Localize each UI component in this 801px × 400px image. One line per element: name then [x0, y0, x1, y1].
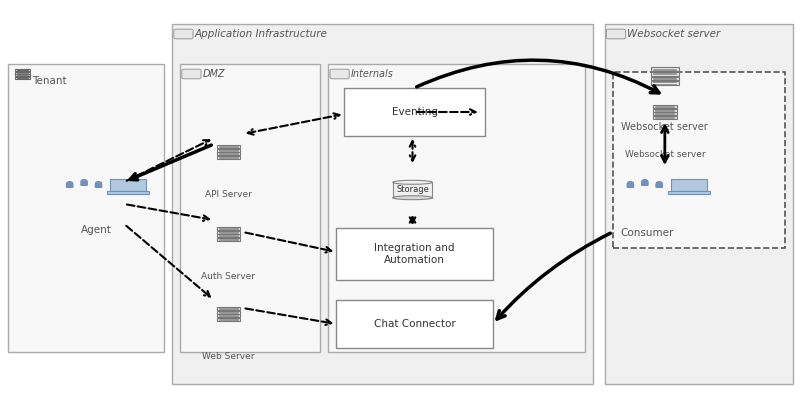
Text: Integration and
Automation: Integration and Automation — [374, 243, 455, 265]
Text: Websocket server: Websocket server — [627, 29, 720, 39]
Ellipse shape — [392, 180, 433, 184]
Text: Agent: Agent — [81, 225, 111, 235]
FancyBboxPatch shape — [80, 181, 88, 186]
FancyBboxPatch shape — [650, 76, 678, 80]
FancyBboxPatch shape — [653, 105, 677, 108]
FancyBboxPatch shape — [336, 300, 493, 348]
FancyBboxPatch shape — [8, 64, 164, 352]
FancyBboxPatch shape — [336, 228, 493, 280]
FancyBboxPatch shape — [182, 69, 201, 79]
Text: Internals: Internals — [351, 69, 394, 79]
FancyBboxPatch shape — [216, 227, 240, 230]
FancyBboxPatch shape — [110, 179, 147, 191]
FancyBboxPatch shape — [330, 69, 349, 79]
FancyBboxPatch shape — [107, 192, 150, 194]
FancyBboxPatch shape — [216, 310, 240, 314]
FancyBboxPatch shape — [66, 183, 74, 188]
FancyBboxPatch shape — [14, 74, 30, 76]
FancyBboxPatch shape — [328, 64, 585, 352]
Text: Chat Connector: Chat Connector — [373, 319, 456, 329]
Circle shape — [627, 182, 634, 185]
FancyBboxPatch shape — [180, 64, 320, 352]
FancyBboxPatch shape — [216, 307, 240, 310]
Text: Eventing: Eventing — [392, 107, 437, 117]
FancyBboxPatch shape — [216, 152, 240, 156]
FancyBboxPatch shape — [650, 72, 678, 76]
Ellipse shape — [392, 196, 433, 200]
Circle shape — [81, 180, 87, 183]
FancyBboxPatch shape — [14, 69, 30, 71]
FancyBboxPatch shape — [216, 234, 240, 238]
Circle shape — [656, 182, 662, 185]
FancyBboxPatch shape — [216, 314, 240, 318]
FancyBboxPatch shape — [650, 67, 678, 71]
Text: API Server: API Server — [205, 190, 252, 199]
FancyBboxPatch shape — [641, 181, 649, 186]
FancyBboxPatch shape — [653, 116, 677, 119]
FancyBboxPatch shape — [344, 88, 485, 136]
Text: Auth Server: Auth Server — [201, 272, 256, 281]
Text: Consumer: Consumer — [621, 228, 674, 238]
FancyBboxPatch shape — [655, 183, 663, 188]
FancyBboxPatch shape — [216, 148, 240, 152]
Text: DMZ: DMZ — [203, 69, 225, 79]
FancyBboxPatch shape — [174, 29, 193, 39]
Text: Websocket server: Websocket server — [622, 122, 708, 132]
Text: Websocket server: Websocket server — [625, 150, 705, 159]
Circle shape — [66, 182, 73, 185]
FancyBboxPatch shape — [392, 182, 433, 198]
Circle shape — [642, 180, 648, 183]
FancyBboxPatch shape — [605, 24, 793, 384]
FancyBboxPatch shape — [653, 112, 677, 116]
FancyBboxPatch shape — [667, 192, 710, 194]
FancyBboxPatch shape — [216, 156, 240, 159]
FancyBboxPatch shape — [216, 318, 240, 321]
FancyBboxPatch shape — [14, 77, 30, 79]
FancyBboxPatch shape — [626, 183, 634, 188]
Text: Web Server: Web Server — [202, 352, 255, 361]
Text: Storage: Storage — [396, 186, 429, 194]
FancyBboxPatch shape — [613, 72, 785, 248]
FancyBboxPatch shape — [606, 29, 626, 39]
FancyBboxPatch shape — [650, 81, 678, 85]
FancyBboxPatch shape — [95, 183, 103, 188]
FancyBboxPatch shape — [670, 179, 707, 191]
Text: Tenant: Tenant — [32, 76, 66, 86]
FancyBboxPatch shape — [216, 145, 240, 148]
Circle shape — [95, 182, 102, 185]
FancyBboxPatch shape — [216, 230, 240, 234]
FancyBboxPatch shape — [14, 72, 30, 74]
FancyBboxPatch shape — [172, 24, 593, 384]
FancyBboxPatch shape — [216, 238, 240, 241]
FancyBboxPatch shape — [653, 108, 677, 112]
Text: Application Infrastructure: Application Infrastructure — [195, 29, 328, 39]
